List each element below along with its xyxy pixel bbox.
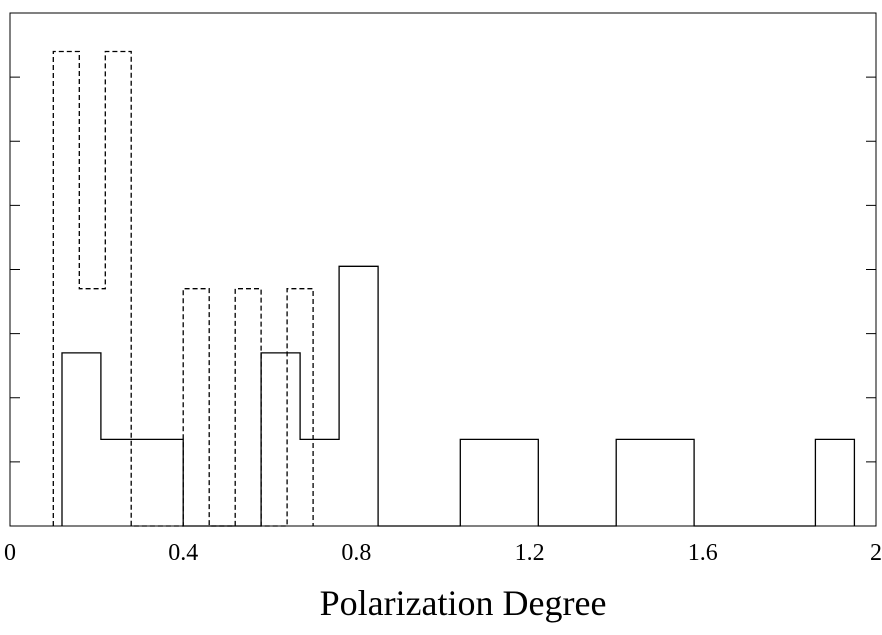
series-solid-outline <box>61 265 856 527</box>
x-tick-label-5: 2 <box>870 540 882 566</box>
x-tick-label-3: 1.2 <box>515 540 545 566</box>
series-dashed-outline <box>52 50 314 527</box>
x-tick-label-4: 1.6 <box>688 540 718 566</box>
x-tick-label-2: 0.8 <box>341 540 371 566</box>
x-axis-title: Polarization Degree <box>320 583 607 623</box>
histogram-series <box>52 50 856 527</box>
plot-frame <box>9 12 877 527</box>
x-tick-label-1: 0.4 <box>168 540 198 566</box>
x-tick-labels: 0 0.4 0.8 1.2 1.6 2 <box>4 540 882 566</box>
y-tick-marks <box>10 12 876 463</box>
x-tick-label-0: 0 <box>4 540 16 566</box>
